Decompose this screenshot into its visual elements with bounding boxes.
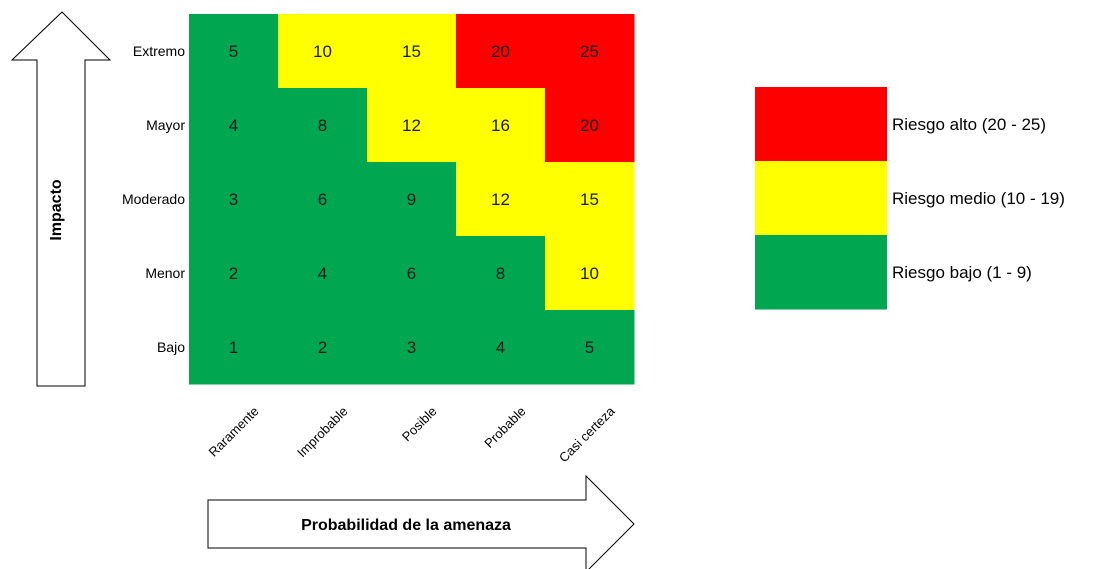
- legend-swatch: [755, 235, 887, 310]
- cell-value: 15: [402, 42, 421, 61]
- legend-swatch: [755, 161, 887, 236]
- cell-value: 3: [407, 338, 416, 357]
- matrix-cell: [367, 236, 457, 311]
- cell-value: 2: [229, 264, 238, 283]
- cell-value: 4: [318, 264, 327, 283]
- probability-axis-label: Probabilidad de la amenaza: [301, 517, 511, 534]
- column-label: Probable: [481, 404, 528, 451]
- row-label: Menor: [145, 265, 185, 281]
- legend-label: Riesgo alto (20 - 25): [892, 115, 1046, 134]
- impact-arrow-shape: [10, 11, 112, 387]
- matrix-cell: [189, 236, 279, 311]
- cell-value: 25: [580, 42, 599, 61]
- matrix-cell: [456, 14, 546, 89]
- probability-column-labels: Raramente Improbable Posible Probable Casi c…: [206, 403, 619, 465]
- matrix-cell: [545, 236, 635, 311]
- risk-matrix: 5 10 15 20 254 8 12 16 203 6 9 12 152 4 6 8 101 2 3 4 5: [189, 14, 635, 385]
- row-label: Extremo: [133, 43, 185, 59]
- legend-label: Riesgo bajo (1 - 9): [892, 263, 1032, 282]
- matrix-cell: [367, 88, 457, 163]
- matrix-cell: [278, 88, 368, 163]
- matrix-cell: [278, 162, 368, 237]
- cell-value: 10: [313, 42, 332, 61]
- cell-value: 16: [491, 116, 510, 135]
- matrix-cell: [545, 310, 635, 385]
- matrix-cell: [456, 310, 546, 385]
- matrix-cell: [278, 310, 368, 385]
- matrix-cell: [367, 14, 457, 89]
- cell-value: 1: [229, 338, 238, 357]
- impact-axis-label: Impacto: [48, 179, 65, 241]
- impact-arrow: Impacto: [10, 11, 112, 387]
- cell-value: 12: [491, 190, 510, 209]
- risk-legend: Riesgo alto (20 - 25) Riesgo medio (10 - …: [755, 87, 1065, 310]
- probability-arrow-shape: [207, 474, 635, 569]
- cell-value: 20: [580, 116, 599, 135]
- matrix-cell: [278, 236, 368, 311]
- cell-value: 3: [229, 190, 238, 209]
- column-label: Improbable: [294, 404, 351, 461]
- matrix-cell: [189, 14, 279, 89]
- cell-value: 6: [407, 264, 416, 283]
- matrix-cell: [367, 162, 457, 237]
- cell-value: 20: [491, 42, 510, 61]
- row-label: Moderado: [122, 191, 185, 207]
- matrix-cell: [545, 162, 635, 237]
- matrix-cell: [456, 236, 546, 311]
- cell-value: 9: [407, 190, 416, 209]
- column-label: Raramente: [206, 404, 262, 460]
- cell-value: 5: [585, 338, 594, 357]
- cell-value: 2: [318, 338, 327, 357]
- impact-row-labels: Extremo Mayor Moderado Menor Bajo: [122, 43, 185, 355]
- cell-value: 4: [496, 338, 505, 357]
- matrix-cell: [189, 310, 279, 385]
- probability-arrow: Probabilidad de la amenaza: [207, 474, 635, 569]
- cell-value: 8: [496, 264, 505, 283]
- cell-value: 5: [229, 42, 238, 61]
- column-label: Posible: [399, 404, 440, 445]
- matrix-cell: [545, 88, 635, 163]
- matrix-cell: [278, 14, 368, 89]
- row-label: Bajo: [157, 339, 185, 355]
- cell-value: 12: [402, 116, 421, 135]
- cell-value: 4: [229, 116, 238, 135]
- matrix-cell: [456, 162, 546, 237]
- matrix-cell: [367, 310, 457, 385]
- matrix-cell: [189, 162, 279, 237]
- row-label: Mayor: [146, 117, 185, 133]
- matrix-cell: [189, 88, 279, 163]
- matrix-cell: [456, 88, 546, 163]
- cell-value: 6: [318, 190, 327, 209]
- column-label: Casi certeza: [556, 403, 618, 465]
- legend-swatch: [755, 87, 887, 162]
- cell-value: 10: [580, 264, 599, 283]
- matrix-cell: [545, 14, 635, 89]
- legend-label: Riesgo medio (10 - 19): [892, 189, 1065, 208]
- cell-value: 15: [580, 190, 599, 209]
- cell-value: 8: [318, 116, 327, 135]
